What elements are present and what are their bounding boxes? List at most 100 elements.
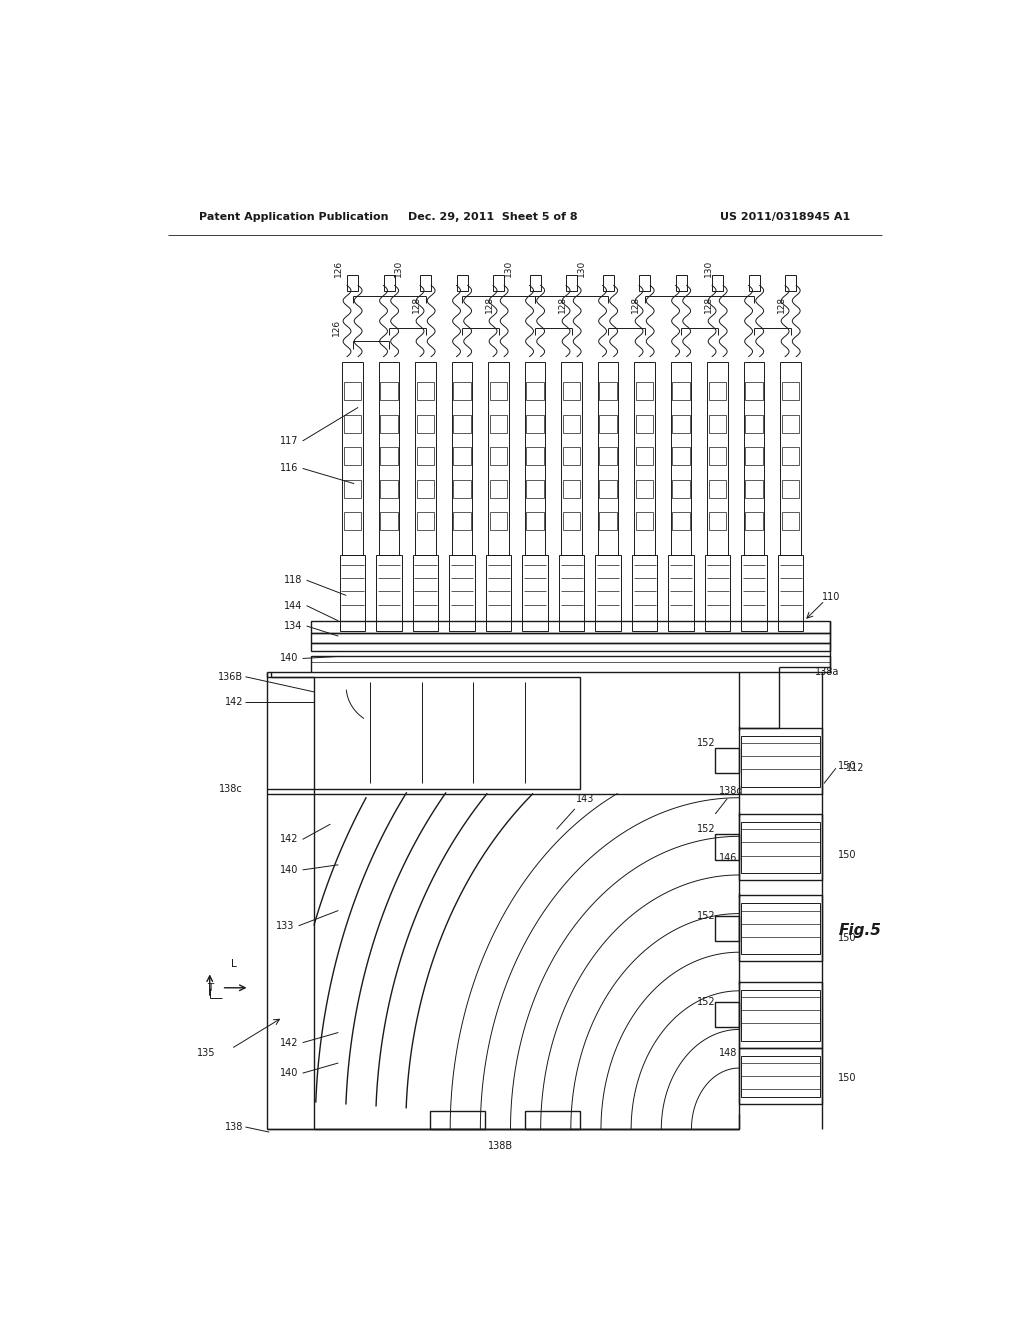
Bar (454, 381, 471, 400)
Bar (636, 447, 653, 466)
Bar (526, 447, 544, 466)
Text: 126: 126 (334, 260, 343, 277)
Bar (344, 512, 361, 531)
Bar (489, 414, 507, 433)
Bar (739, 814, 822, 880)
Bar (715, 916, 739, 941)
Bar (380, 479, 397, 498)
Text: 138: 138 (224, 1122, 243, 1133)
Text: 136B: 136B (218, 672, 243, 681)
Bar (599, 479, 616, 498)
Text: 144: 144 (285, 601, 303, 611)
Bar (379, 362, 399, 554)
Bar (450, 554, 475, 631)
Bar (598, 362, 618, 554)
Bar (563, 512, 581, 531)
Bar (671, 362, 691, 554)
Bar (380, 414, 397, 433)
Bar (782, 479, 800, 498)
Bar (380, 381, 397, 400)
Bar (741, 990, 820, 1040)
Bar (420, 276, 431, 290)
Bar (488, 362, 509, 554)
Bar (741, 822, 820, 873)
Bar (673, 381, 690, 400)
Bar (741, 735, 820, 787)
Text: 150: 150 (839, 762, 857, 771)
Bar (524, 362, 546, 554)
Bar (599, 447, 616, 466)
Bar (384, 276, 394, 290)
Bar (739, 982, 822, 1048)
Bar (636, 381, 653, 400)
Bar (739, 1048, 822, 1104)
Bar (454, 512, 471, 531)
Bar (430, 1110, 485, 1129)
Text: Dec. 29, 2011  Sheet 5 of 8: Dec. 29, 2011 Sheet 5 of 8 (409, 213, 578, 222)
Text: 133: 133 (276, 921, 295, 931)
Bar (705, 554, 730, 631)
Bar (741, 554, 767, 631)
Bar (344, 479, 361, 498)
Bar (636, 414, 653, 433)
Bar (712, 276, 723, 290)
Text: 140: 140 (281, 865, 299, 875)
Text: Patent Application Publication: Patent Application Publication (200, 213, 389, 222)
Bar (673, 447, 690, 466)
Bar (782, 414, 800, 433)
Bar (522, 554, 548, 631)
Text: 110: 110 (822, 593, 841, 602)
Text: 138c: 138c (219, 784, 243, 793)
Bar (489, 479, 507, 498)
Bar (673, 414, 690, 433)
Bar (457, 276, 468, 290)
Bar (559, 554, 585, 631)
Text: 142: 142 (281, 1038, 299, 1048)
Bar (709, 479, 726, 498)
Text: T: T (207, 983, 213, 993)
Bar (673, 512, 690, 531)
Bar (709, 381, 726, 400)
Bar (745, 414, 763, 433)
Text: 128: 128 (413, 296, 421, 313)
Bar (563, 381, 581, 400)
Bar (417, 447, 434, 466)
Text: 112: 112 (846, 763, 864, 774)
Bar (745, 479, 763, 498)
Bar (599, 512, 616, 531)
Text: 143: 143 (577, 793, 595, 804)
Text: 150: 150 (839, 933, 857, 942)
Bar (673, 479, 690, 498)
Bar (743, 362, 765, 554)
Text: 128: 128 (558, 296, 567, 313)
Text: 150: 150 (839, 850, 857, 859)
Bar (669, 554, 694, 631)
Bar (782, 512, 800, 531)
Bar (676, 276, 687, 290)
Bar (599, 414, 616, 433)
Text: 117: 117 (281, 436, 299, 446)
Bar (489, 447, 507, 466)
Bar (745, 447, 763, 466)
Bar (310, 643, 830, 651)
Bar (639, 276, 650, 290)
Bar (632, 554, 657, 631)
Text: 138a: 138a (814, 667, 839, 677)
Bar (599, 381, 616, 400)
Bar (417, 381, 434, 400)
Bar (454, 447, 471, 466)
Bar (741, 1056, 820, 1097)
Text: 142: 142 (281, 834, 299, 845)
Text: 128: 128 (705, 296, 714, 313)
Bar (741, 903, 820, 954)
Text: 146: 146 (719, 853, 737, 863)
Text: 140: 140 (281, 653, 299, 664)
Bar (602, 276, 613, 290)
Text: 148: 148 (719, 1048, 737, 1057)
Text: 152: 152 (696, 997, 715, 1007)
Bar (561, 362, 582, 554)
Bar (708, 362, 728, 554)
Bar (344, 414, 361, 433)
Bar (563, 447, 581, 466)
Bar (778, 554, 804, 631)
